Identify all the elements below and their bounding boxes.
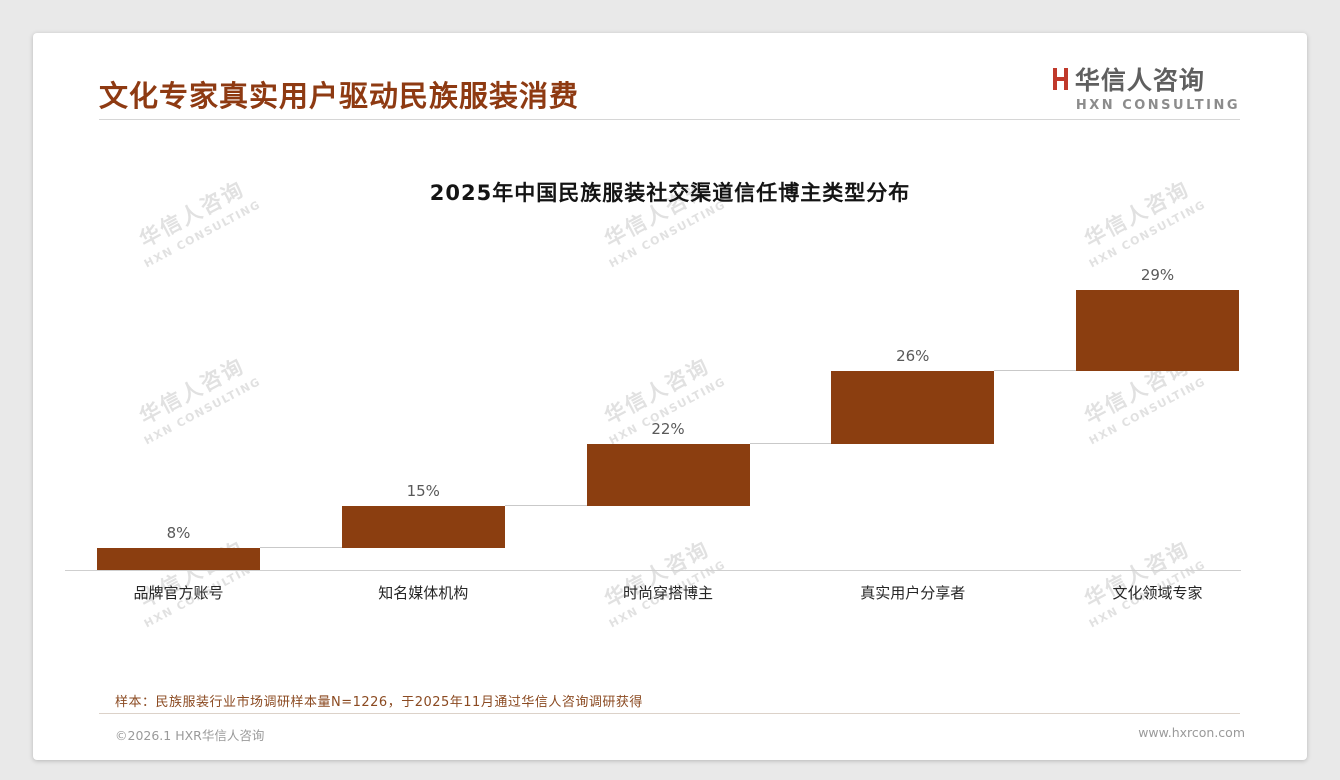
bar-value-label: 8%	[166, 523, 191, 542]
sample-note: 样本：民族服装行业市场调研样本量N=1226，于2025年11月通过华信人咨询调…	[115, 695, 643, 710]
brand-logo-icon	[1052, 67, 1069, 91]
waterfall-bar-2	[341, 505, 505, 548]
connector-line	[504, 504, 587, 506]
x-axis-line	[65, 570, 1241, 571]
footer-divider	[99, 713, 1240, 714]
website-link[interactable]: www.hxrcon.com	[1138, 725, 1245, 740]
waterfall-bar-5	[1076, 290, 1239, 372]
bar-value-label: 26%	[896, 347, 930, 366]
x-axis-label: 知名媒体机构	[378, 584, 469, 602]
copyright-text: ©2026.1 HXR华信人咨询	[115, 728, 265, 743]
brand-subtitle: HXN CONSULTING	[1075, 98, 1240, 113]
connector-line	[260, 546, 342, 548]
page-title: 文化专家真实用户驱动民族服装消费	[99, 79, 580, 113]
brand-name: 华信人咨询	[1074, 66, 1205, 95]
waterfall-chart: 8% 15% 22% 26% 29%	[97, 266, 1239, 570]
footer: ©2026.1 HXR华信人咨询 www.hxrcon.com	[115, 725, 1245, 744]
bar-value-label: 29%	[1140, 266, 1175, 284]
waterfall-bar-4	[831, 371, 995, 444]
x-axis-label: 文化领域专家	[1112, 584, 1203, 602]
connector-line	[994, 370, 1076, 372]
x-axis-label: 真实用户分享者	[860, 584, 966, 602]
waterfall-bar-1	[97, 547, 260, 570]
bar-value-label: 22%	[651, 420, 685, 438]
report-card: 华信人咨询 HXN CONSULTING 华信人咨询 HXN CONSULTING 华信…	[33, 33, 1307, 760]
x-axis-label: 时尚穿搭博主	[622, 584, 713, 602]
chart-title: 2025年中国民族服装社交渠道信任博主类型分布	[429, 181, 911, 205]
waterfall-bar-3	[586, 444, 750, 506]
connector-line	[749, 443, 832, 444]
header-divider	[99, 119, 1240, 120]
bar-value-label: 15%	[406, 481, 440, 500]
x-axis-label: 品牌官方账号	[133, 584, 224, 602]
brand-logo: 华信人咨询 HXN CONSULTING	[1052, 61, 1240, 113]
x-axis-labels: 品牌官方账号 知名媒体机构 时尚穿搭博主 真实用户分享者 文化领域专家	[97, 582, 1239, 604]
